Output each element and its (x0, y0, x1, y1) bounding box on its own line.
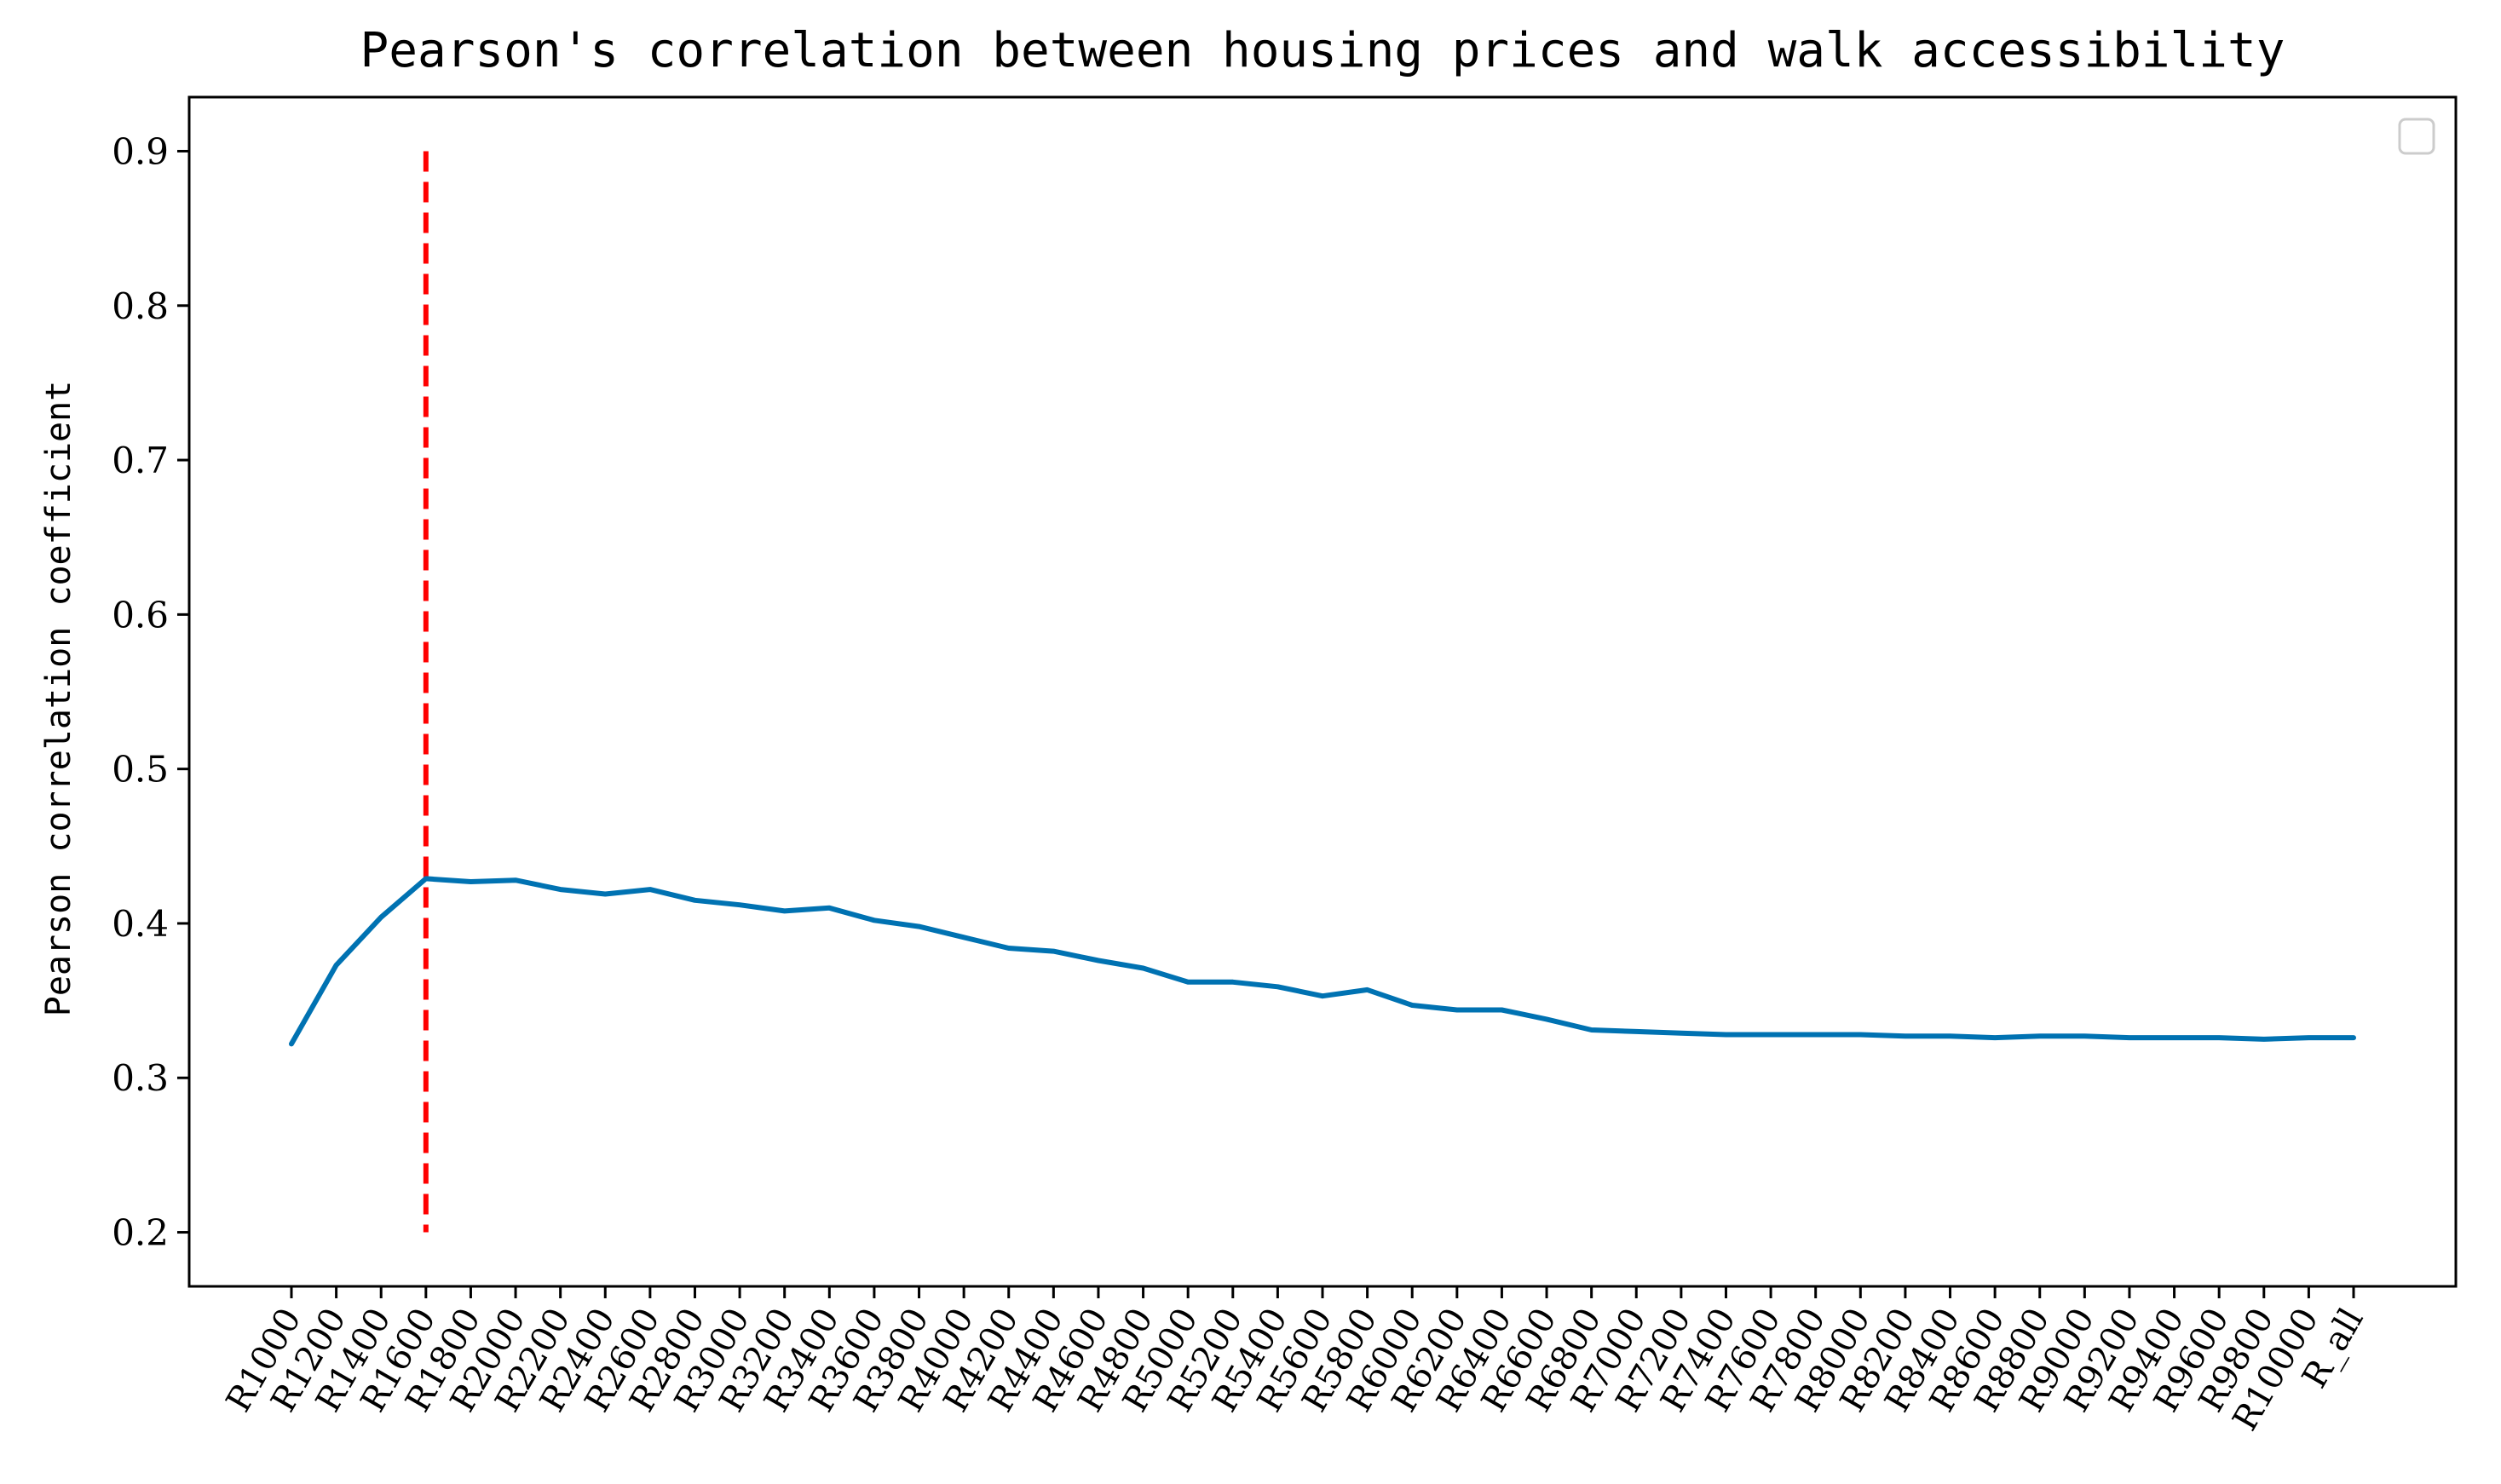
chart-title: Pearson's correlation between housing pr… (360, 23, 2285, 78)
series-line (289, 876, 2356, 1047)
plot-frame (187, 95, 2458, 1288)
series-group (289, 876, 2356, 1047)
y-tick-label: 0.7 (112, 440, 169, 481)
y-tick-label: 0.9 (112, 130, 169, 172)
y-tick-label: 0.8 (112, 285, 169, 327)
y-tick-label: 0.3 (112, 1057, 169, 1099)
y-axis-label: Pearson correlation coefficient (39, 381, 78, 1017)
legend-box (2398, 118, 2435, 155)
x-axis-ticks: R1000R1200R1400R1600R1800R2000R2200R2400… (219, 1286, 2371, 1437)
y-tick-label: 0.2 (112, 1212, 169, 1254)
y-tick-label: 0.4 (112, 903, 169, 945)
y-tick-label: 0.6 (112, 594, 169, 636)
y-tick-label: 0.5 (112, 749, 169, 791)
y-axis-ticks: 0.2 0.3 0.4 0.5 0.6 0.7 0.8 0.9 (112, 130, 189, 1254)
